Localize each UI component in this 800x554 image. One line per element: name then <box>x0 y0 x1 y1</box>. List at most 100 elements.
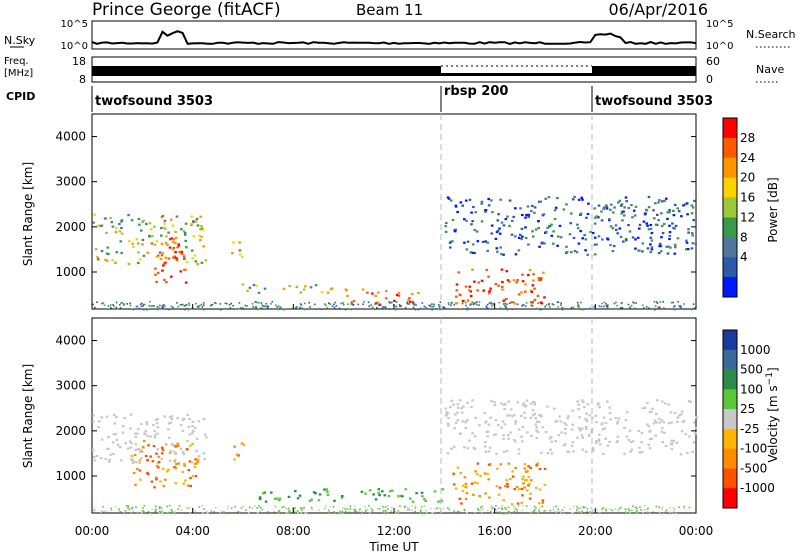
velocity-cell <box>661 400 664 403</box>
power-cell <box>350 301 353 303</box>
power-cell <box>612 245 616 248</box>
velocity-cell <box>541 426 545 429</box>
power-cell <box>501 288 504 291</box>
power-cell <box>656 301 658 303</box>
power-cell <box>553 209 557 212</box>
velocity-cell <box>162 511 164 514</box>
velocity-cell <box>507 506 510 509</box>
power-cell <box>115 306 118 309</box>
power-cell <box>203 302 205 304</box>
velocity-cell <box>112 453 115 456</box>
velocity-cell <box>240 507 243 509</box>
velocity-cell <box>196 460 199 464</box>
velocity-cell <box>465 492 469 495</box>
power-cell <box>174 230 177 233</box>
velocity-cell <box>191 475 195 478</box>
power-cell <box>170 237 173 240</box>
power-cell <box>490 199 493 202</box>
velocity-cell <box>497 493 501 496</box>
power-cell <box>600 219 604 222</box>
power-cell <box>167 308 170 311</box>
power-cell <box>195 302 197 305</box>
velocity-cell <box>624 419 628 422</box>
power-cell <box>685 248 688 251</box>
velocity-cell <box>576 436 579 439</box>
velocity-cell <box>602 416 606 419</box>
velocity-cell <box>544 431 548 434</box>
velocity-cell <box>422 512 424 515</box>
power-cell <box>524 226 527 229</box>
velocity-cell <box>644 509 646 511</box>
power-cell <box>163 278 166 282</box>
power-cell <box>465 248 469 251</box>
power-cell <box>510 233 514 236</box>
velocity-cell <box>486 472 489 475</box>
colorbar-swatch <box>723 118 737 139</box>
velocity-cell <box>480 509 482 512</box>
velocity-cell <box>484 445 487 448</box>
power-cell <box>623 206 626 209</box>
colorbar-swatch <box>723 409 737 430</box>
power-cell <box>164 256 168 259</box>
power-cell <box>663 199 666 202</box>
power-cell <box>131 308 134 311</box>
velocity-cell <box>147 473 150 476</box>
velocity-cell <box>605 508 607 511</box>
colorbar-swatch <box>723 468 737 489</box>
velocity-cell <box>595 421 598 424</box>
velocity-cell <box>139 478 142 481</box>
power-cell <box>485 305 488 308</box>
velocity-cell <box>93 509 96 512</box>
velocity-cell <box>597 438 601 441</box>
power-cell <box>132 245 135 248</box>
power-cell <box>670 301 673 304</box>
power-cell <box>558 224 562 227</box>
power-cell <box>194 220 198 223</box>
velocity-cell <box>384 510 387 512</box>
nsearch-tick-bottom: 10^0 <box>706 41 733 52</box>
power-cell <box>123 303 125 305</box>
power-cell <box>497 284 500 287</box>
power-cell <box>455 289 459 292</box>
velocity-cell <box>382 507 385 509</box>
power-cell <box>475 230 479 233</box>
velocity-cell <box>288 512 290 514</box>
power-cell <box>454 205 458 208</box>
colorbar-swatch <box>723 389 737 410</box>
power-cell <box>666 252 670 255</box>
velocity-cell <box>680 430 684 433</box>
velocity-cell <box>285 507 287 510</box>
power-cell <box>499 307 502 309</box>
velocity-cell <box>139 448 142 451</box>
velocity-cell <box>397 511 400 514</box>
power-cell <box>114 230 118 234</box>
power-cell <box>633 307 636 310</box>
power-cell <box>153 225 156 228</box>
cpid-segment-3: twofsound 3503 <box>595 94 713 109</box>
power-cell <box>374 294 377 298</box>
power-cell <box>693 307 696 309</box>
power-cell <box>404 306 407 309</box>
power-cell <box>492 303 494 305</box>
power-cell <box>502 253 505 256</box>
power-cell <box>512 301 515 303</box>
power-cell <box>248 286 252 289</box>
colorbar-swatch <box>723 237 737 258</box>
power-cell <box>184 268 187 271</box>
power-cell <box>319 308 321 310</box>
power-cell <box>143 303 146 306</box>
velocity-cell <box>623 452 626 455</box>
power-cell <box>580 196 583 199</box>
velocity-cell <box>691 450 694 453</box>
velocity-cell <box>458 511 461 513</box>
power-cell <box>490 232 494 235</box>
velocity-cell <box>262 492 265 495</box>
power-cell <box>253 307 256 310</box>
power-cell <box>693 199 696 202</box>
velocity-cell <box>667 403 671 406</box>
velocity-cell <box>687 400 691 403</box>
velocity-cell <box>627 438 631 441</box>
power-cell <box>179 303 182 306</box>
velocity-cell <box>187 469 191 472</box>
